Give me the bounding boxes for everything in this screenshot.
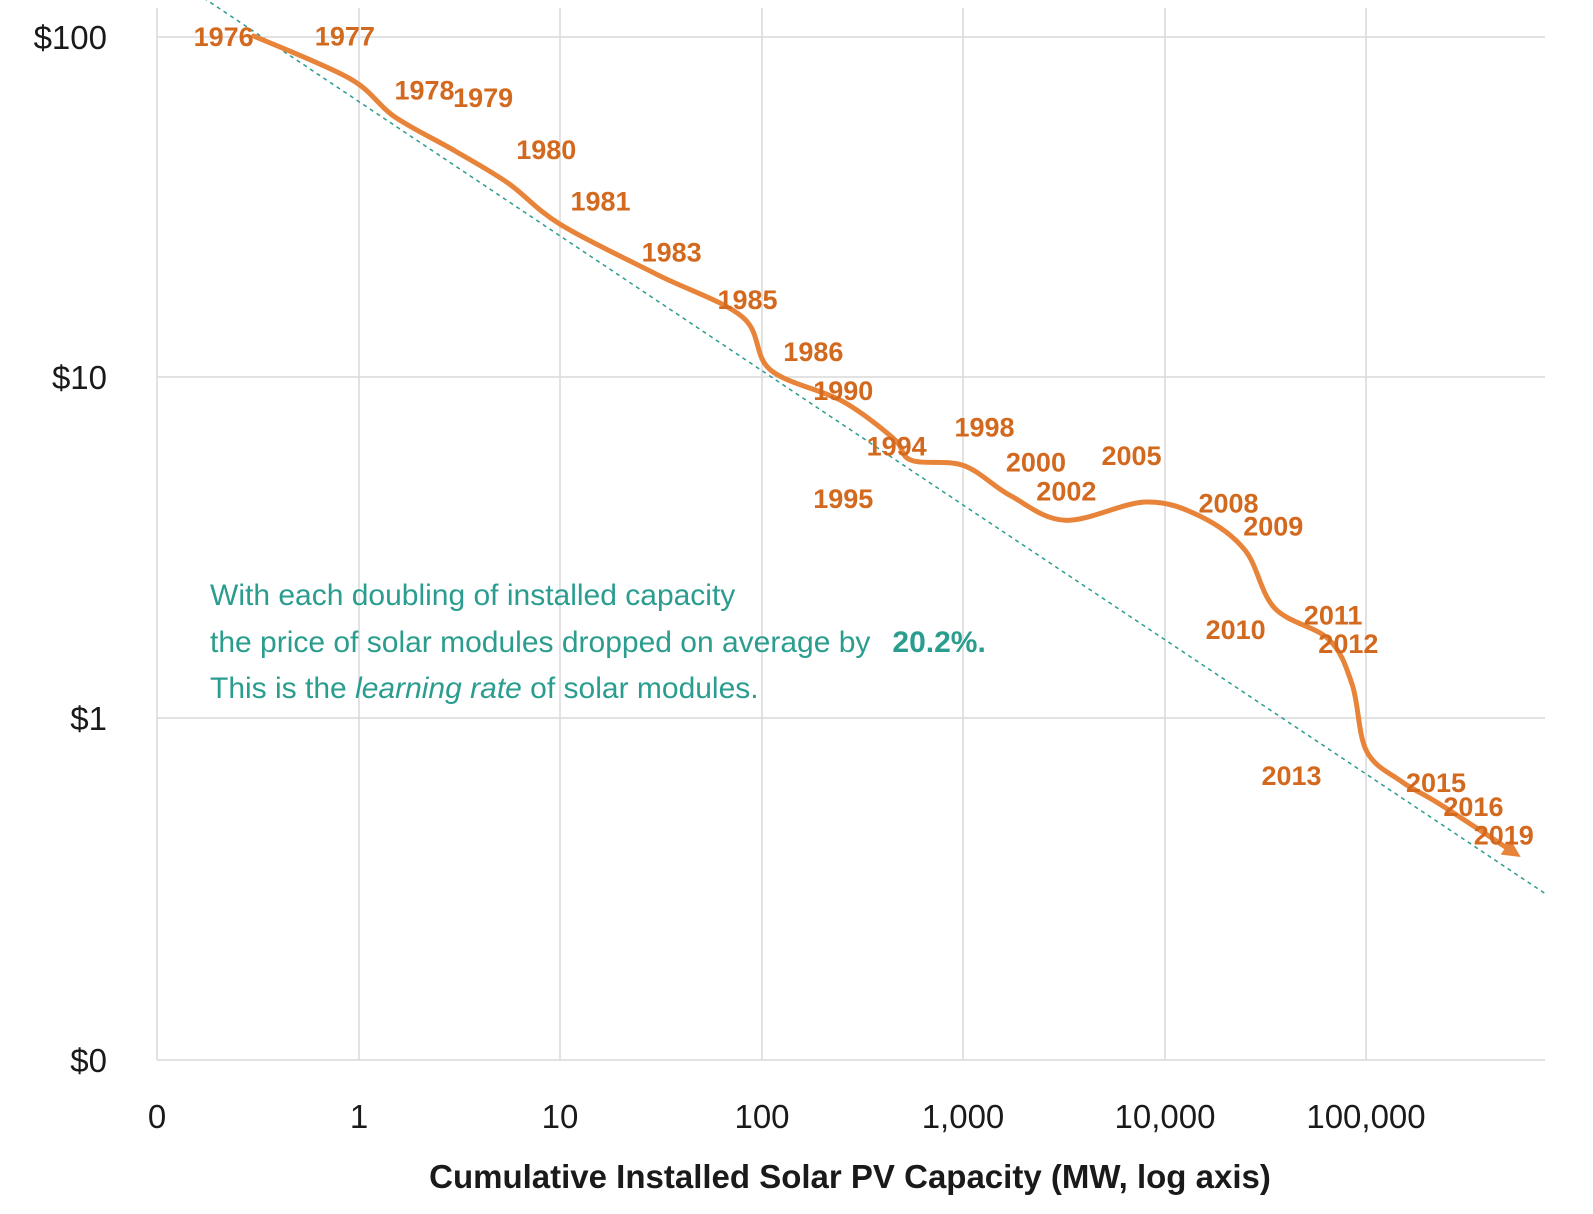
year-label-2013: 2013 bbox=[1262, 761, 1322, 791]
x-tick-label: 100,000 bbox=[1306, 1098, 1425, 1135]
grid-lines bbox=[156, 8, 1545, 1061]
x-tick-labels: 0 1 10 100 1,000 10,000 100,000 bbox=[148, 1098, 1426, 1135]
year-label-1983: 1983 bbox=[642, 237, 702, 267]
year-label-1986: 1986 bbox=[783, 337, 843, 367]
y-tick-label: $10 bbox=[52, 359, 107, 396]
learning-rate-value: 20.2%. bbox=[892, 626, 985, 659]
x-tick-label: 10,000 bbox=[1115, 1098, 1216, 1135]
year-label-2009: 2009 bbox=[1243, 511, 1303, 541]
year-label-1990: 1990 bbox=[813, 376, 873, 406]
x-tick-label: 1,000 bbox=[922, 1098, 1005, 1135]
y-tick-label: $100 bbox=[34, 19, 107, 56]
year-label-1995: 1995 bbox=[813, 484, 873, 514]
year-label-1977: 1977 bbox=[315, 22, 375, 52]
year-label-2005: 2005 bbox=[1102, 441, 1162, 471]
year-label-2002: 2002 bbox=[1036, 476, 1096, 506]
series-arrowhead bbox=[1500, 839, 1521, 857]
year-label-1979: 1979 bbox=[453, 83, 513, 113]
year-label-1994: 1994 bbox=[867, 432, 927, 462]
note-line-3: This is the learning rate of solar modul… bbox=[210, 672, 759, 705]
y-tick-labels: $100 $10 $1 $0 bbox=[34, 19, 107, 1079]
year-label-2008: 2008 bbox=[1199, 488, 1259, 518]
learning-rate-term: learning rate bbox=[355, 672, 522, 705]
year-label-1998: 1998 bbox=[955, 413, 1015, 443]
note-line-1: With each doubling of installed capacity bbox=[210, 579, 735, 612]
year-label-1980: 1980 bbox=[516, 135, 576, 165]
note-line-2-text: the price of solar modules dropped on av… bbox=[210, 626, 870, 659]
series-line bbox=[251, 33, 1519, 857]
year-label-2000: 2000 bbox=[1006, 447, 1066, 477]
note-line-3-prefix: This is the bbox=[210, 672, 355, 705]
x-tick-label: 10 bbox=[542, 1098, 579, 1135]
y-tick-label: $0 bbox=[70, 1042, 107, 1079]
y-tick-label: $1 bbox=[70, 700, 107, 737]
year-label-2010: 2010 bbox=[1206, 615, 1266, 645]
x-tick-label: 0 bbox=[148, 1098, 166, 1135]
year-label-2015: 2015 bbox=[1406, 768, 1466, 798]
year-label-1978: 1978 bbox=[395, 76, 455, 106]
year-label-2016: 2016 bbox=[1443, 792, 1503, 822]
note-line-2: the price of solar modules dropped on av… bbox=[210, 626, 986, 659]
year-label-1985: 1985 bbox=[718, 285, 778, 315]
year-label-1976: 1976 bbox=[194, 22, 254, 52]
year-label-2019: 2019 bbox=[1474, 821, 1534, 851]
note-line-3-suffix: of solar modules. bbox=[522, 672, 759, 705]
x-axis-label: Cumulative Installed Solar PV Capacity (… bbox=[429, 1158, 1271, 1195]
year-label-1981: 1981 bbox=[571, 187, 631, 217]
x-tick-label: 1 bbox=[350, 1098, 368, 1135]
learning-rate-note: With each doubling of installed capacity… bbox=[210, 579, 986, 705]
year-label-2011: 2011 bbox=[1304, 600, 1363, 630]
year-label-2012: 2012 bbox=[1318, 629, 1378, 659]
x-tick-label: 100 bbox=[734, 1098, 789, 1135]
trend-line bbox=[205, 0, 1546, 895]
